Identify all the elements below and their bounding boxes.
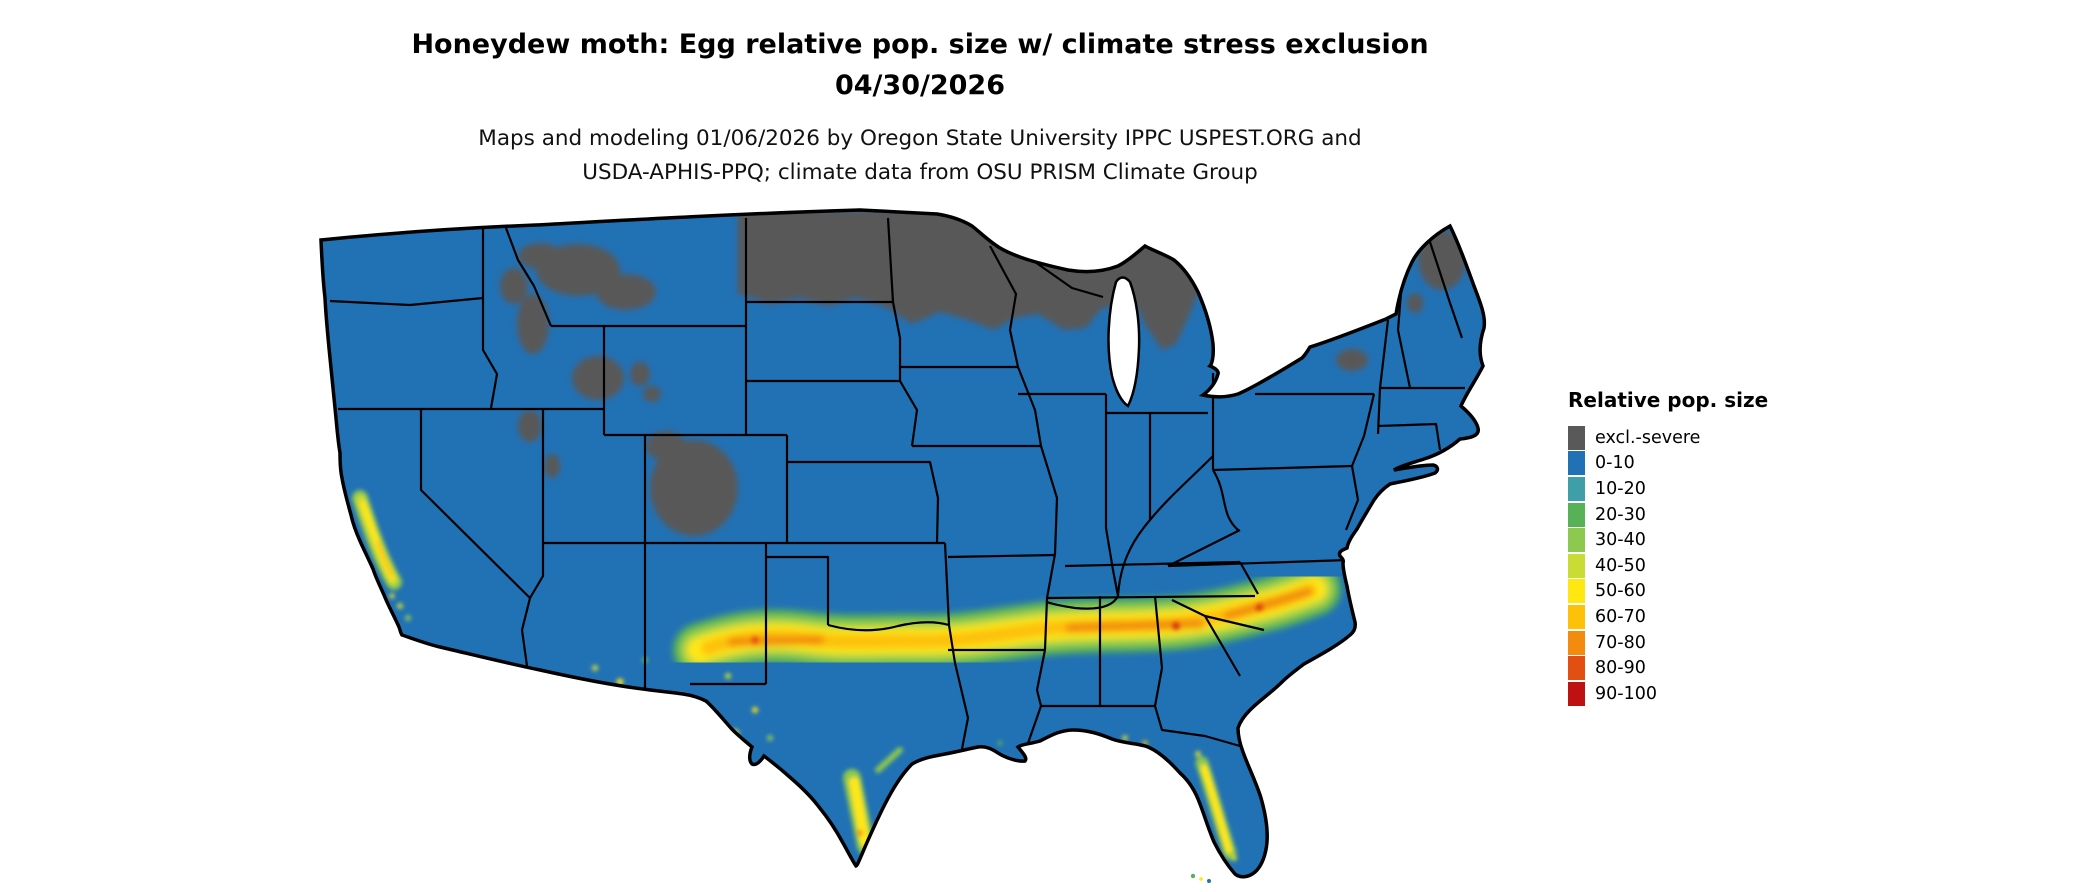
legend-swatch: [1568, 630, 1585, 655]
legend: Relative pop. size excl.-severe 0-10 10-20…: [1568, 388, 1768, 707]
legend-item-label: 90-100: [1595, 683, 1657, 704]
page-title-line1: Honeydew moth: Egg relative pop. size w/…: [411, 29, 1429, 60]
map-california-valley: [352, 490, 411, 621]
legend-item: 30-40: [1568, 527, 1768, 553]
legend-swatch: [1568, 604, 1585, 629]
legend-item-label: 60-70: [1595, 606, 1646, 627]
us-map-svg: [319, 208, 1487, 883]
legend-item: 10-20: [1568, 476, 1768, 502]
legend-swatch: [1568, 502, 1585, 527]
legend-swatch: [1568, 553, 1585, 578]
legend-item-label: 0-10: [1595, 453, 1635, 474]
legend-swatch: [1568, 451, 1585, 476]
page-subtitle: Maps and modeling 01/06/2026 by Oregon S…: [0, 122, 1840, 190]
legend-item: 20-30: [1568, 502, 1768, 528]
legend-item: 70-80: [1568, 630, 1768, 656]
map-south-texas-patch: [843, 747, 903, 855]
page-subtitle-line2: USDA-APHIS-PPQ; climate data from OSU PR…: [582, 160, 1258, 185]
map-band-hotspots: [751, 603, 1264, 644]
map-florida-keys: [1190, 873, 1211, 883]
legend-item: excl.-severe: [1568, 425, 1768, 451]
legend-item-label: 40-50: [1595, 555, 1646, 576]
legend-swatch: [1568, 476, 1585, 501]
page-title: Honeydew moth: Egg relative pop. size w/…: [0, 24, 1840, 106]
legend-item-label: 80-90: [1595, 658, 1646, 679]
legend-swatch: [1568, 681, 1585, 706]
legend-item: 0-10: [1568, 451, 1768, 477]
page-subtitle-line1: Maps and modeling 01/06/2026 by Oregon S…: [478, 126, 1362, 151]
lake-michigan: [1107, 276, 1141, 408]
legend-swatch: [1568, 579, 1585, 604]
legend-swatch: [1568, 656, 1585, 681]
legend-swatch: [1568, 528, 1585, 553]
legend-item: 60-70: [1568, 604, 1768, 630]
page-title-line2: 04/30/2026: [834, 70, 1005, 101]
legend-item-label: excl.-severe: [1595, 427, 1701, 448]
legend-item-label: 30-40: [1595, 530, 1646, 551]
us-map: [300, 198, 1540, 888]
legend-item: 40-50: [1568, 553, 1768, 579]
legend-item-label: 50-60: [1595, 581, 1646, 602]
legend-item-label: 10-20: [1595, 478, 1646, 499]
legend-item: 80-90: [1568, 655, 1768, 681]
legend-swatch: [1568, 425, 1585, 450]
legend-item-label: 70-80: [1595, 632, 1646, 653]
legend-item: 50-60: [1568, 579, 1768, 605]
legend-items: excl.-severe 0-10 10-20 20-30 30-40 40-50 50-6…: [1568, 425, 1768, 707]
legend-item: 90-100: [1568, 681, 1768, 707]
legend-title: Relative pop. size: [1568, 388, 1769, 412]
legend-item-label: 20-30: [1595, 504, 1646, 525]
state-boundaries: [329, 217, 1465, 755]
